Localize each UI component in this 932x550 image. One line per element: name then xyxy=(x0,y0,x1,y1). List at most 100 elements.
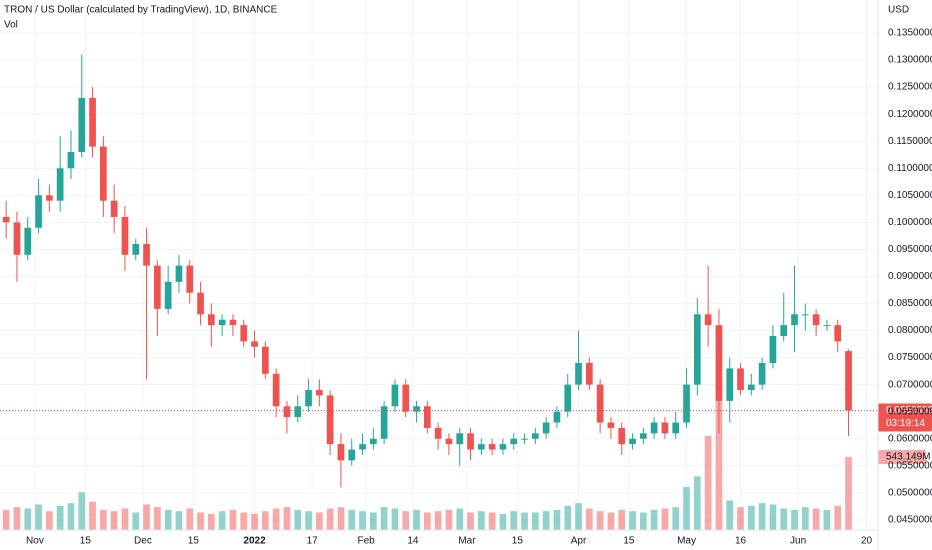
candle-body xyxy=(229,319,237,326)
x-tick-label: Feb xyxy=(358,536,376,547)
overlay: 0.06523028 03:19:14 543.149M xyxy=(0,403,932,465)
candle-body xyxy=(197,292,204,315)
volume-bar xyxy=(13,507,21,530)
candle-body xyxy=(283,406,291,418)
x-tick-label: 15 xyxy=(188,536,200,547)
y-tick-label: 0.05000000 xyxy=(888,487,932,498)
x-tick-label: Dec xyxy=(134,536,152,547)
x-tick-label: 15 xyxy=(80,536,92,547)
x-tick-label: Apr xyxy=(571,536,587,547)
candle-body xyxy=(531,433,539,439)
y-tick-label: 0.05500000 xyxy=(888,460,932,471)
candle-body xyxy=(434,427,442,439)
candle-body xyxy=(186,265,194,293)
volume-bar xyxy=(413,509,420,530)
volume-bar xyxy=(24,508,32,530)
volume-bar xyxy=(596,511,604,530)
volume-bar xyxy=(46,511,53,530)
volume-bar xyxy=(67,503,75,530)
volume-bar xyxy=(261,511,269,530)
candle-body xyxy=(639,433,647,439)
candle-body xyxy=(467,433,474,450)
candle-body xyxy=(834,325,842,342)
volume-bar xyxy=(801,507,809,530)
y-tick-label: 0.10500000 xyxy=(888,190,932,201)
x-tick-label: Nov xyxy=(26,536,44,547)
candle-body xyxy=(477,444,485,450)
candle-body xyxy=(315,390,323,396)
volume-bar xyxy=(305,511,312,530)
volume-bar xyxy=(251,513,258,530)
x-tick-label: 17 xyxy=(307,536,319,547)
volume-bar xyxy=(100,509,107,530)
candle-body xyxy=(823,325,831,327)
volume-bar xyxy=(791,509,798,530)
last-price-box xyxy=(878,403,932,432)
volume-bar xyxy=(477,511,485,530)
candle-body xyxy=(845,351,852,411)
volume-bar xyxy=(2,509,10,530)
last-volume-label: 543.149M xyxy=(886,452,930,463)
candle-body xyxy=(402,384,410,412)
candle-body xyxy=(272,373,280,407)
volume-bar xyxy=(272,508,280,530)
volume-bar xyxy=(56,505,64,530)
volume-title: Vol xyxy=(4,20,18,31)
volume-bar xyxy=(391,508,399,530)
candle-body xyxy=(240,325,248,342)
x-tick-label: Mar xyxy=(458,536,476,547)
candle-body xyxy=(488,444,496,450)
volume-bar xyxy=(283,507,291,530)
volume-bar xyxy=(143,504,150,530)
candle-body xyxy=(521,438,528,440)
volume-bar xyxy=(488,512,496,530)
volume-bar xyxy=(35,504,42,530)
volume-bar xyxy=(607,512,615,530)
volume-bar xyxy=(639,512,647,530)
candle-body xyxy=(35,195,42,228)
candle-body xyxy=(456,433,464,445)
candle-body xyxy=(56,168,64,201)
candle-body xyxy=(326,395,334,445)
volume-bar xyxy=(521,512,528,530)
volume-bar xyxy=(402,511,410,530)
last-volume-box xyxy=(878,450,926,465)
volume-bar xyxy=(197,512,204,530)
volume-bar xyxy=(542,511,550,530)
candle-body xyxy=(100,146,107,201)
volume-bar xyxy=(445,509,453,530)
volume-bar xyxy=(780,508,788,530)
x-tick-label: May xyxy=(677,536,696,547)
candle-body xyxy=(413,406,420,412)
candle-body xyxy=(261,346,269,374)
volume-bar xyxy=(575,503,582,530)
volume-bar xyxy=(456,508,464,530)
last-price-label: 0.06523028 xyxy=(886,405,932,416)
volume-bar xyxy=(553,509,561,530)
candle-body xyxy=(596,384,604,423)
volume-bar xyxy=(467,512,474,530)
candle-body xyxy=(618,427,626,445)
candle-body xyxy=(780,325,788,336)
candle-body xyxy=(683,384,690,423)
candle-body xyxy=(812,314,820,326)
candle-body xyxy=(391,384,399,407)
candle-body xyxy=(143,243,150,266)
y-tick-label: 0.06500000 xyxy=(888,406,932,417)
candle-body xyxy=(369,438,377,445)
candle-body xyxy=(305,390,312,407)
y-tick-label: 0.08500000 xyxy=(888,298,932,309)
candle-body xyxy=(629,438,636,445)
candle-body xyxy=(715,325,723,401)
grid xyxy=(0,0,878,530)
candle-body xyxy=(726,368,734,401)
volume-bar xyxy=(348,509,356,530)
candle-body xyxy=(704,314,712,326)
candle-body xyxy=(251,341,258,347)
volume-bar xyxy=(175,511,183,530)
volume-bar xyxy=(726,500,734,530)
candle-body xyxy=(13,222,21,255)
volume-bar xyxy=(207,513,215,530)
candle-body xyxy=(175,265,183,282)
